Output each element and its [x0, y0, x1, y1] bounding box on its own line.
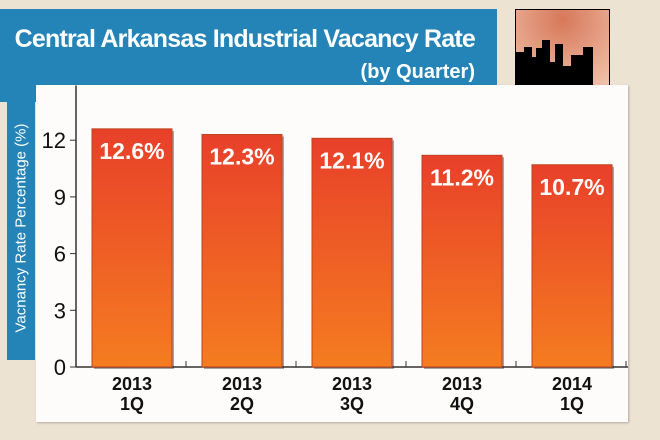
bar [201, 134, 283, 368]
x-tick-label-quarter: 1Q [560, 394, 584, 414]
x-tick-label-quarter: 4Q [450, 394, 474, 414]
x-tick-label-year: 2013 [222, 374, 262, 394]
x-tick-label-year: 2013 [332, 374, 372, 394]
x-tick-label-quarter: 2Q [230, 394, 254, 414]
y-tick-label: 0 [54, 355, 66, 380]
bar [311, 137, 393, 368]
bar [421, 154, 503, 368]
y-tick-label: 9 [54, 185, 66, 210]
chart-subtitle: (by Quarter) [360, 61, 475, 83]
bar-data-label: 12.6% [99, 138, 164, 164]
y-tick-label: 12 [42, 128, 66, 153]
chart-title: Central Arkansas Industrial Vacancy Rate [14, 25, 476, 53]
bar-data-label: 11.2% [430, 164, 494, 190]
bar-data-label: 12.3% [209, 144, 274, 170]
y-tick-label: 6 [54, 242, 66, 267]
y-axis-label-box: Vacnancy Rate Percentage (%) [7, 95, 35, 360]
x-tick-label-year: 2013 [112, 374, 152, 394]
x-tick-label-quarter: 3Q [340, 394, 364, 414]
x-tick-label-quarter: 1Q [120, 394, 144, 414]
y-tick-label: 3 [54, 298, 66, 323]
x-tick-label-year: 2013 [442, 374, 482, 394]
bar [531, 164, 613, 368]
bar [91, 128, 173, 368]
bar-data-label: 10.7% [539, 174, 604, 200]
x-tick-label-year: 2014 [552, 374, 592, 394]
bar-data-label: 12.1% [319, 147, 384, 173]
